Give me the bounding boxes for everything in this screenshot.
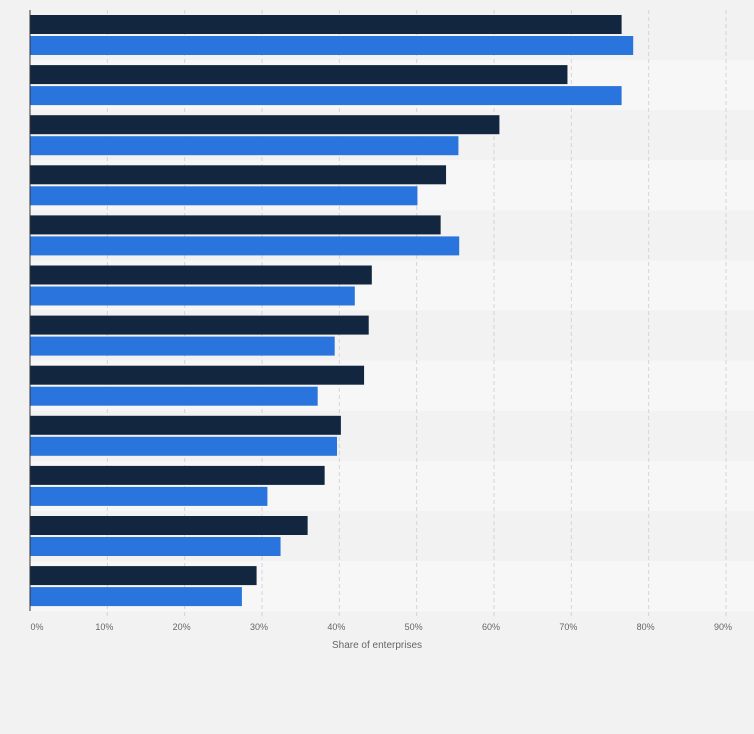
bar-series-1-row-6 — [30, 265, 372, 285]
x-tick-label: 50% — [405, 622, 423, 632]
bar-series-2-row-8 — [30, 386, 318, 406]
bar-series-1-row-2 — [30, 65, 568, 85]
bar-series-2-row-7 — [30, 336, 335, 356]
bar-series-1-row-12 — [30, 566, 257, 586]
bar-series-1-row-1 — [30, 15, 622, 34]
bar-series-1-row-4 — [30, 165, 447, 185]
bar-series-2-row-3 — [30, 136, 459, 156]
x-tick-label: 80% — [637, 622, 655, 632]
x-tick-label: 20% — [173, 622, 191, 632]
bar-series-2-row-5 — [30, 236, 460, 256]
bar-series-2-row-12 — [30, 587, 242, 607]
bar-series-1-row-8 — [30, 365, 365, 385]
x-axis-title: Share of enterprises — [332, 640, 422, 651]
bar-series-1-row-7 — [30, 315, 369, 335]
x-tick-label: 0% — [30, 622, 43, 632]
bar-series-2-row-2 — [30, 86, 622, 106]
x-tick-label: 30% — [250, 622, 268, 632]
x-tick-label: 40% — [327, 622, 345, 632]
bar-series-2-row-9 — [30, 436, 338, 456]
x-tick-label: 90% — [714, 622, 732, 632]
x-tick-label: 60% — [482, 622, 500, 632]
bars — [30, 15, 634, 607]
bar-series-1-row-5 — [30, 215, 441, 235]
x-tick-label: 70% — [559, 622, 577, 632]
bar-series-1-row-11 — [30, 516, 308, 535]
bar-series-2-row-1 — [30, 36, 634, 55]
bar-series-2-row-11 — [30, 537, 281, 556]
bar-series-2-row-10 — [30, 486, 268, 506]
x-tick-labels: 0% 10% 20% 30% 40% 50% 60% 70% 80% 90% — [30, 622, 732, 632]
bar-series-1-row-10 — [30, 465, 325, 485]
bar-series-2-row-4 — [30, 186, 418, 206]
x-tick-label: 10% — [95, 622, 113, 632]
bar-series-1-row-3 — [30, 115, 500, 135]
bar-series-2-row-6 — [30, 286, 355, 306]
bar-series-1-row-9 — [30, 415, 341, 435]
